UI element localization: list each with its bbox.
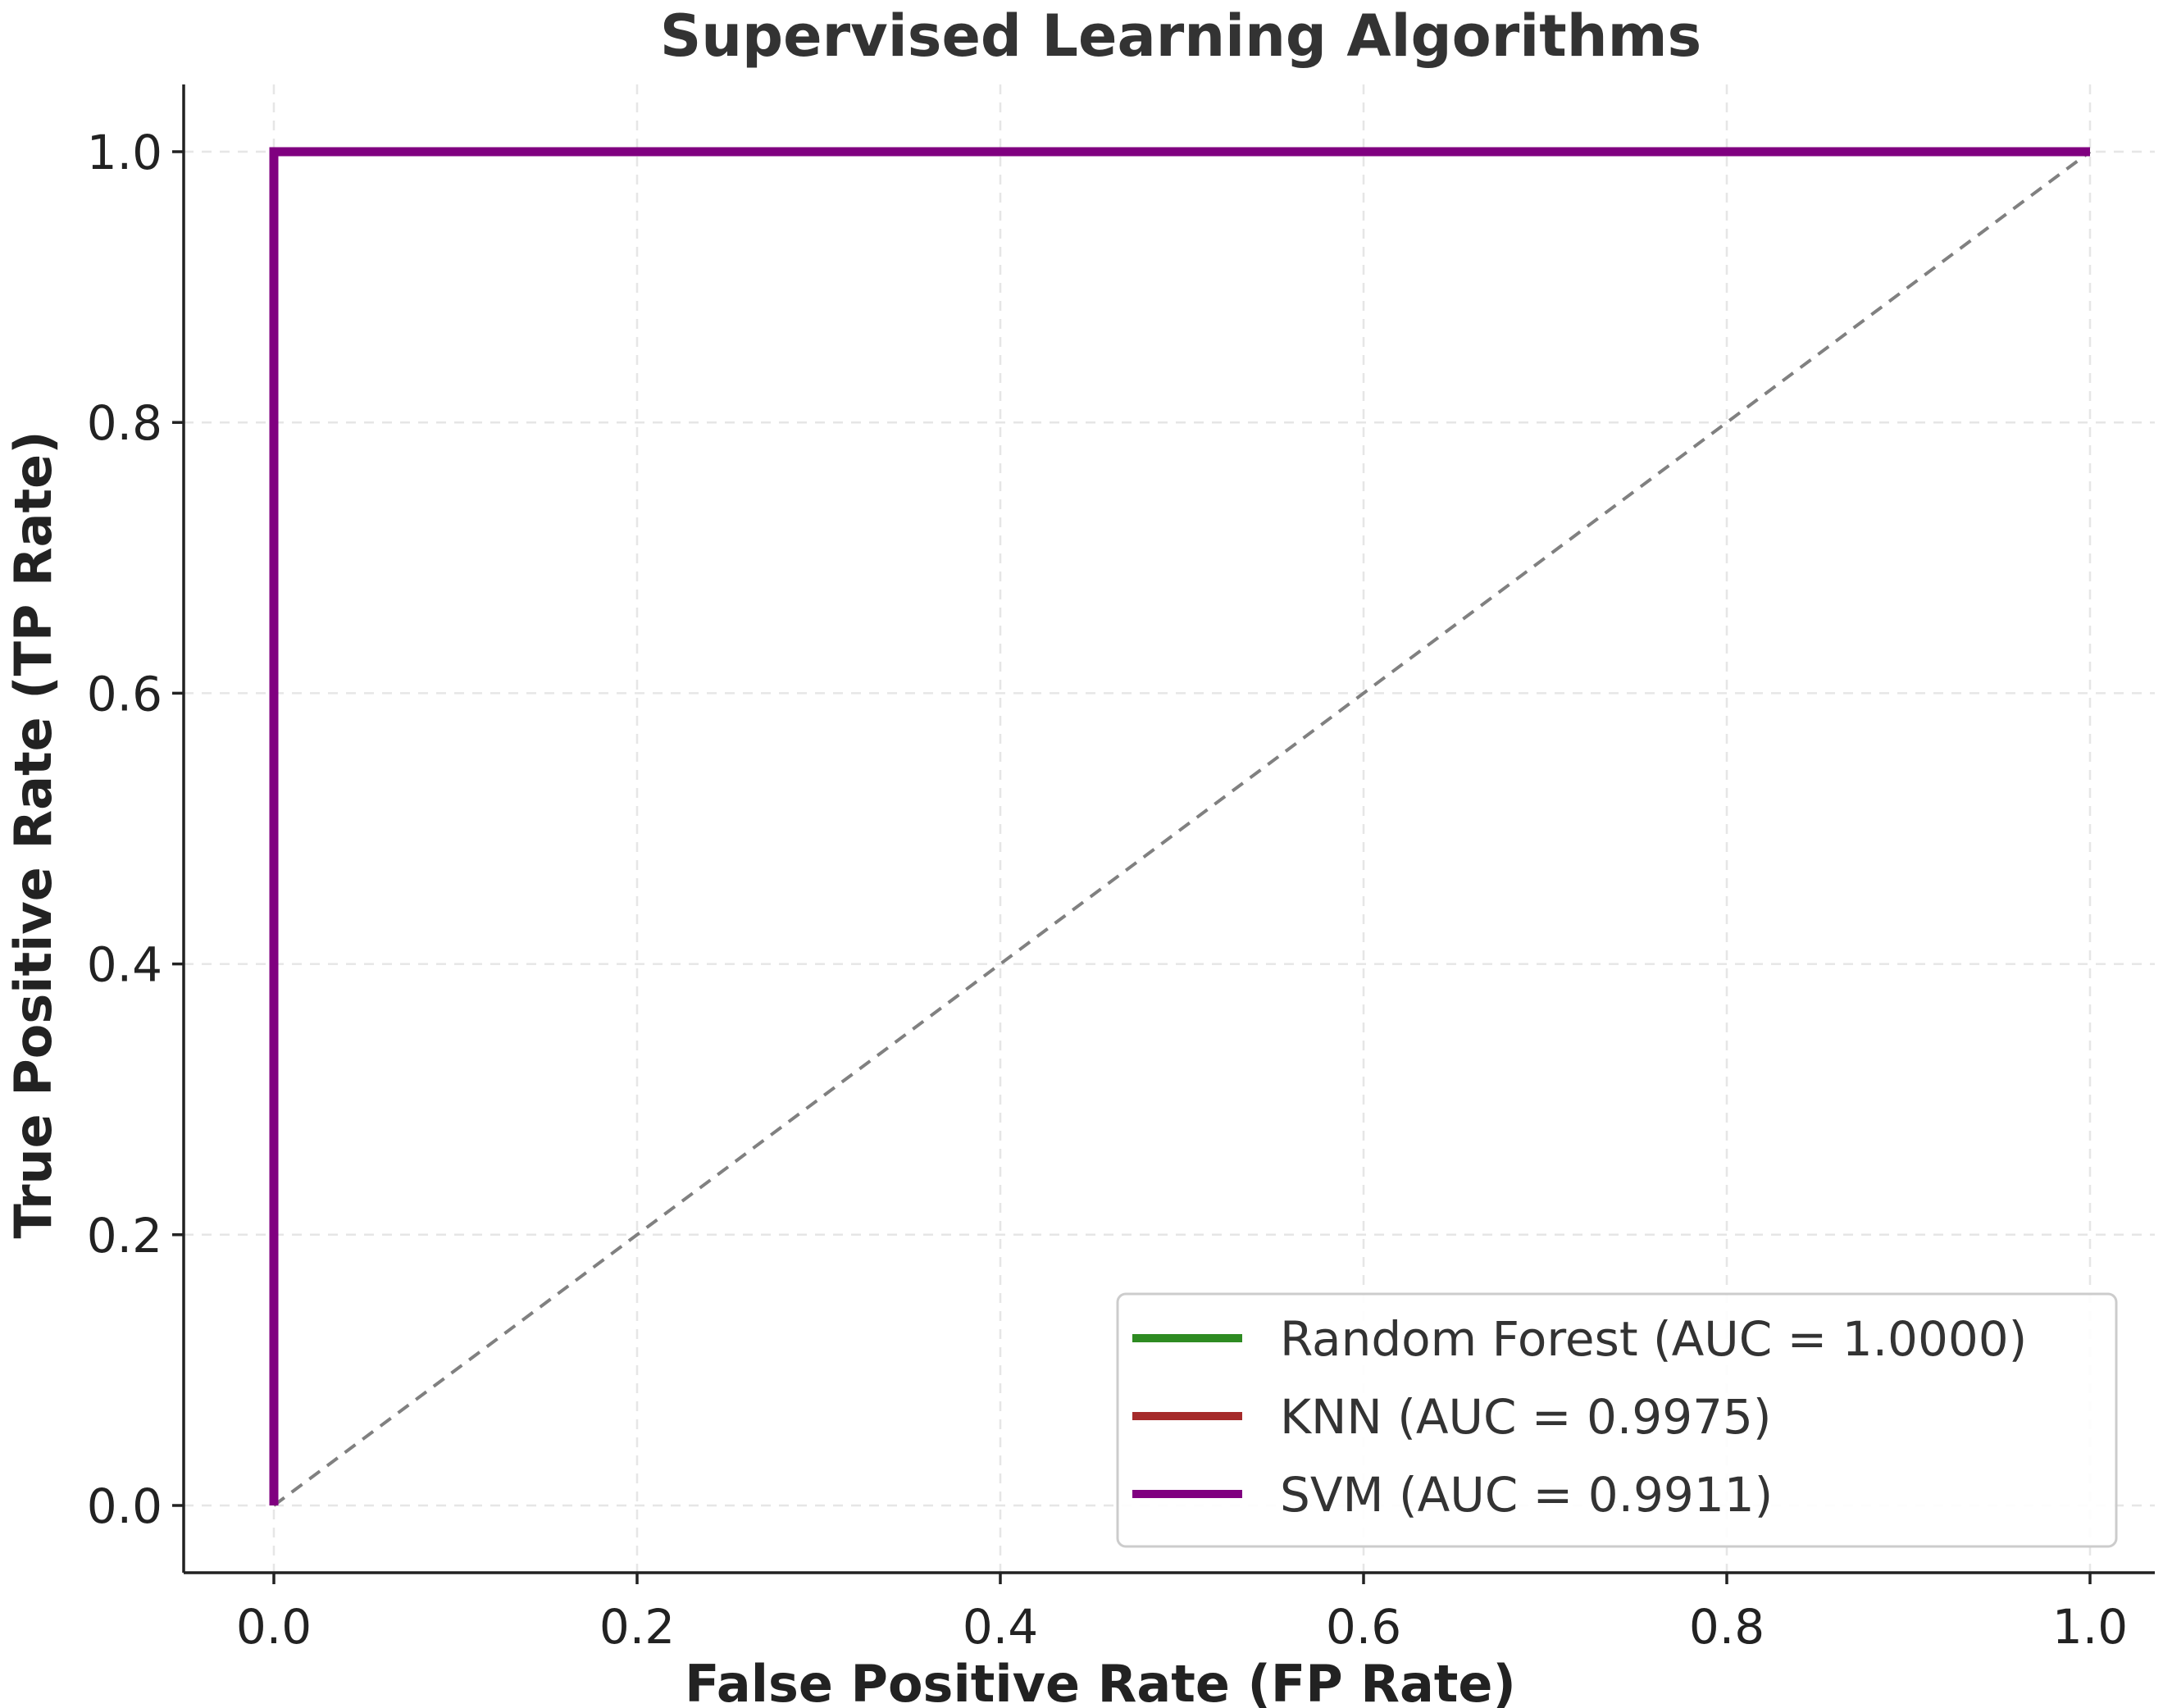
- x-tick-label: 0.0: [236, 1599, 312, 1655]
- legend-label: SVM (AUC = 0.9911): [1280, 1467, 1773, 1523]
- series-lines: [269, 147, 2090, 1505]
- y-tick-label: 0.6: [87, 666, 162, 722]
- y-tick-label: 0.4: [87, 937, 162, 993]
- y-tick-label: 1.0: [87, 125, 162, 180]
- reference-diagonal-line: [272, 150, 2092, 1507]
- reference-diagonal: [272, 150, 2092, 1507]
- x-axis-label: False Positive Rate (FP Rate): [685, 1654, 1516, 1708]
- y-tick-label: 0.8: [87, 395, 162, 451]
- legend-box: [1116, 1292, 2118, 1548]
- y-axis-label: True Positive Rate (TP Rate): [3, 430, 63, 1238]
- chart-title: Supervised Learning Algorithms: [660, 2, 1701, 70]
- axes: 0.0 0.2 0.4 0.6 0.8 1.0 0.0 0.2 0.4 0.6 0.8 1.0: [87, 84, 2155, 1655]
- y-tick-label: 0.0: [87, 1478, 162, 1534]
- x-tick-label: 0.8: [1689, 1599, 1765, 1655]
- x-tick-label: 1.0: [2052, 1599, 2128, 1655]
- legend: Random Forest (AUC = 1.0000) KNN (AUC = 0…: [1116, 1292, 2118, 1548]
- x-tick-label: 0.6: [1326, 1599, 1401, 1655]
- x-tick-label: 0.2: [599, 1599, 675, 1655]
- legend-label: KNN (AUC = 0.9975): [1280, 1389, 1772, 1445]
- y-tick-label: 0.2: [87, 1208, 162, 1264]
- legend-label: Random Forest (AUC = 1.0000): [1280, 1311, 2027, 1367]
- x-tick-label: 0.4: [963, 1599, 1038, 1655]
- series-line-svm: [269, 147, 2090, 1505]
